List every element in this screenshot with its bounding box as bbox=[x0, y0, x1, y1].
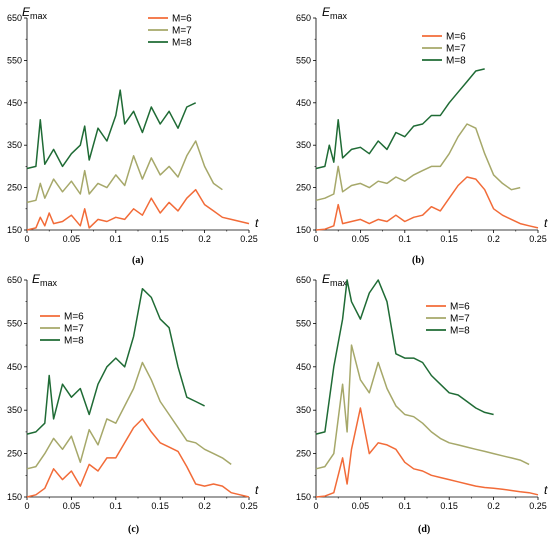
x-tick-label: 0.15 bbox=[151, 501, 169, 511]
y-axis-label-subscript: max bbox=[330, 11, 348, 21]
series-line-M6 bbox=[315, 176, 539, 231]
legend-label: M=7 bbox=[446, 44, 466, 55]
y-tick-label: 350 bbox=[7, 140, 22, 150]
series-line-M7 bbox=[26, 361, 232, 470]
y-tick-label: 650 bbox=[296, 13, 311, 23]
panel-label: (a) bbox=[132, 255, 144, 266]
x-tick-label: 0.1 bbox=[399, 501, 412, 511]
x-tick-label: 0.05 bbox=[352, 234, 370, 244]
x-tick-label: 0.2 bbox=[487, 234, 500, 244]
x-tick-label: 0.05 bbox=[63, 234, 81, 244]
y-axis-label-subscript: max bbox=[40, 278, 58, 288]
x-tick-label: 0.05 bbox=[352, 501, 370, 511]
y-tick-label: 550 bbox=[7, 318, 22, 328]
x-tick-label: 0 bbox=[24, 501, 29, 511]
legend-label: M=6 bbox=[64, 312, 84, 323]
x-tick-label: 0.25 bbox=[240, 501, 258, 511]
y-tick-label: 450 bbox=[7, 98, 22, 108]
x-tick-label: 0.15 bbox=[440, 501, 458, 511]
y-tick-label: 150 bbox=[296, 225, 311, 235]
chart-panel-1: 150 250 350 450 550 650 0 0.05 0.1 0.15 0.2 0.25 Ema… bbox=[7, 5, 259, 266]
y-tick-label: 250 bbox=[296, 449, 311, 459]
x-axis-label: t bbox=[544, 216, 548, 230]
legend-label: M=8 bbox=[64, 336, 84, 347]
legend-label: M=6 bbox=[446, 32, 466, 43]
y-tick-label: 550 bbox=[296, 318, 311, 328]
x-tick-label: 0.05 bbox=[63, 501, 81, 511]
chart-panel-4: 150 250 350 450 550 650 0 0.05 0.1 0.15 0.2 0.25 Ema… bbox=[296, 272, 548, 535]
series-line-M8 bbox=[26, 89, 197, 170]
y-axis-label: Emax bbox=[22, 5, 48, 21]
legend-label: M=8 bbox=[172, 38, 192, 49]
y-tick-label: 150 bbox=[7, 225, 22, 235]
x-tick-label: 0.15 bbox=[440, 234, 458, 244]
y-tick-label: 650 bbox=[296, 275, 311, 285]
y-tick-label: 450 bbox=[296, 362, 311, 372]
x-tick-label: 0.2 bbox=[198, 234, 211, 244]
series-line-M6 bbox=[26, 418, 250, 498]
x-tick-label: 0.25 bbox=[240, 234, 258, 244]
y-tick-label: 550 bbox=[7, 55, 22, 65]
x-tick-label: 0.2 bbox=[487, 501, 500, 511]
y-tick-label: 350 bbox=[296, 405, 311, 415]
y-tick-label: 650 bbox=[7, 275, 22, 285]
legend-label: M=6 bbox=[172, 14, 192, 25]
legend-label: M=8 bbox=[450, 326, 470, 337]
panel-label: (d) bbox=[418, 524, 430, 535]
y-tick-label: 250 bbox=[7, 449, 22, 459]
x-tick-label: 0 bbox=[313, 234, 318, 244]
chart-panel-3: 150 250 350 450 550 650 0 0.05 0.1 0.15 0.2 0.25 Ema… bbox=[7, 272, 259, 535]
y-tick-label: 350 bbox=[7, 405, 22, 415]
series-line-M7 bbox=[26, 140, 223, 204]
x-tick-label: 0.25 bbox=[529, 234, 547, 244]
series-line-M8 bbox=[315, 68, 485, 170]
legend-label: M=7 bbox=[172, 26, 192, 37]
series-line-M7 bbox=[315, 344, 530, 470]
legend-label: M=7 bbox=[64, 324, 84, 335]
legend-label: M=8 bbox=[446, 56, 466, 67]
y-axis-label-subscript: max bbox=[330, 278, 348, 288]
legend-label: M=7 bbox=[450, 314, 470, 325]
y-axis-label: Emax bbox=[322, 5, 348, 21]
y-tick-label: 450 bbox=[296, 98, 311, 108]
y-tick-label: 450 bbox=[7, 362, 22, 372]
y-tick-label: 350 bbox=[296, 140, 311, 150]
y-tick-label: 550 bbox=[296, 55, 311, 65]
x-tick-label: 0.2 bbox=[198, 501, 211, 511]
y-tick-label: 250 bbox=[7, 183, 22, 193]
x-tick-label: 0.1 bbox=[399, 234, 412, 244]
panel-label: (c) bbox=[128, 524, 139, 535]
y-tick-label: 650 bbox=[7, 13, 22, 23]
legend-label: M=6 bbox=[450, 302, 470, 313]
x-tick-label: 0 bbox=[24, 234, 29, 244]
y-axis-label-subscript: max bbox=[30, 11, 48, 21]
series-line-M6 bbox=[26, 188, 250, 231]
y-tick-label: 150 bbox=[7, 492, 22, 502]
x-tick-label: 0.1 bbox=[110, 501, 123, 511]
x-axis-label: t bbox=[255, 216, 259, 230]
series-line-M8 bbox=[315, 279, 494, 435]
x-axis-label: t bbox=[544, 483, 548, 497]
chart-panel-2: 150 250 350 450 550 650 0 0.05 0.1 0.15 0.2 0.25 Ema… bbox=[296, 5, 548, 266]
y-tick-label: 250 bbox=[296, 183, 311, 193]
series-line-M7 bbox=[315, 123, 521, 202]
series-line-M6 bbox=[315, 407, 539, 498]
x-tick-label: 0.25 bbox=[529, 501, 547, 511]
y-axis-label: Emax bbox=[322, 272, 348, 288]
panel-label: (b) bbox=[412, 255, 424, 266]
y-tick-label: 150 bbox=[296, 492, 311, 502]
x-tick-label: 0 bbox=[313, 501, 318, 511]
x-tick-label: 0.1 bbox=[110, 234, 123, 244]
y-axis-label: Emax bbox=[32, 272, 58, 288]
x-axis-label: t bbox=[255, 483, 259, 497]
x-tick-label: 0.15 bbox=[151, 234, 169, 244]
series-line-M8 bbox=[26, 287, 205, 435]
